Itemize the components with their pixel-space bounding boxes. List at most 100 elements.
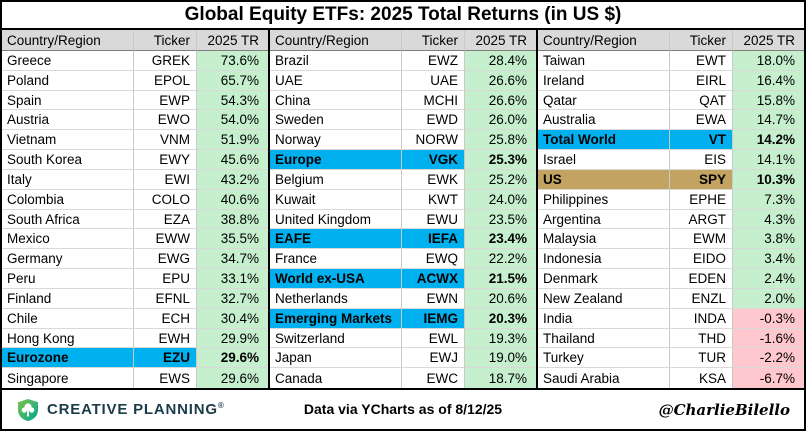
creative-planning-logo-text: CREATIVE PLANNING®	[47, 401, 225, 418]
column-header-ticker: Ticker	[133, 30, 196, 51]
return-cell: 3.8%	[732, 229, 804, 250]
table-row: Japan EWJ 19.0%	[270, 348, 536, 369]
country-cell: Kuwait	[270, 190, 401, 210]
ticker-cell: EWG	[133, 249, 196, 270]
country-cell: United Kingdom	[270, 210, 401, 230]
return-cell: 29.6%	[196, 348, 268, 369]
table-row: Ireland EIRL 16.4%	[538, 70, 804, 91]
country-cell: Europe	[270, 150, 401, 170]
table-row: Switzerland EWL 19.3%	[270, 328, 536, 349]
ticker-cell: EWZ	[401, 51, 464, 71]
return-cell: 25.3%	[464, 150, 536, 170]
return-cell: 19.0%	[464, 348, 536, 369]
table-row: Argentina ARGT 4.3%	[538, 209, 804, 230]
return-cell: 38.8%	[196, 209, 268, 230]
return-cell: 16.4%	[732, 70, 804, 91]
country-cell: Netherlands	[270, 289, 401, 309]
country-cell: Qatar	[538, 91, 669, 111]
return-cell: 20.6%	[464, 288, 536, 309]
country-cell: New Zealand	[538, 289, 669, 309]
country-cell: Israel	[538, 150, 669, 170]
country-cell: Japan	[270, 348, 401, 369]
table-row: Kuwait KWT 24.0%	[270, 189, 536, 210]
return-cell: -0.3%	[732, 308, 804, 329]
ticker-cell: EDEN	[669, 269, 732, 289]
table-row: Indonesia EIDO 3.4%	[538, 249, 804, 270]
creative-planning-logo: CREATIVE PLANNING®	[16, 398, 225, 422]
ticker-cell: EPHE	[669, 189, 732, 210]
country-cell: Australia	[538, 110, 669, 131]
country-cell: China	[270, 91, 401, 111]
ticker-cell: VT	[669, 130, 732, 151]
return-cell: 20.3%	[464, 308, 536, 329]
return-cell: 40.6%	[196, 189, 268, 210]
return-cell: 32.7%	[196, 288, 268, 309]
return-cell: 25.2%	[464, 169, 536, 190]
return-cell: 43.2%	[196, 169, 268, 190]
return-cell: 14.2%	[732, 130, 804, 151]
table-row: Canada EWC 18.7%	[270, 368, 536, 389]
table-row: Philippines EPHE 7.3%	[538, 189, 804, 210]
ticker-cell: KWT	[401, 189, 464, 210]
returns-table: Country/Region Ticker 2025 TR Greece GREK 73.…	[2, 30, 804, 389]
column-header-ticker: Ticker	[401, 30, 464, 51]
header-row: Country/Region Ticker 2025 TR	[270, 30, 536, 51]
table-row: Colombia COLO 40.6%	[2, 189, 268, 210]
ticker-cell: VNM	[133, 130, 196, 151]
return-cell: -6.7%	[732, 368, 804, 389]
country-cell: Thailand	[538, 329, 669, 349]
country-cell: Austria	[2, 110, 133, 131]
country-cell: Philippines	[538, 190, 669, 210]
country-cell: Saudi Arabia	[543, 370, 620, 386]
country-cell: World ex-USA	[270, 269, 401, 289]
return-cell: 18.0%	[732, 51, 804, 71]
ticker-cell: EIRL	[669, 70, 732, 91]
table-row: Europe VGK 25.3%	[270, 150, 536, 170]
table-row: Spain EWP 54.3%	[2, 90, 268, 111]
return-cell: 2.4%	[732, 269, 804, 289]
country-cell: Peru	[2, 269, 133, 289]
return-cell: 45.6%	[196, 150, 268, 170]
return-cell: 25.8%	[464, 130, 536, 151]
country-cell: Colombia	[2, 190, 133, 210]
table-row: World ex-USA ACWX 21.5%	[270, 269, 536, 289]
return-cell: 7.3%	[732, 189, 804, 210]
table-row: New Zealand ENZL 2.0%	[538, 288, 804, 309]
country-cell: Italy	[2, 170, 133, 190]
ticker-cell: ACWX	[401, 269, 464, 289]
ticker-cell: UAE	[401, 70, 464, 91]
country-cell: Taiwan	[538, 51, 669, 71]
return-cell: 54.0%	[196, 110, 268, 131]
ticker-cell: EWA	[669, 110, 732, 131]
column-header-country: Country/Region	[538, 30, 669, 51]
return-cell: 15.8%	[732, 90, 804, 111]
return-cell: 26.6%	[464, 70, 536, 91]
return-cell: 51.9%	[196, 130, 268, 151]
ticker-cell: ECH	[133, 308, 196, 329]
column-header-return: 2025 TR	[464, 30, 536, 51]
return-cell: 19.3%	[464, 328, 536, 349]
country-cell: Argentina	[538, 210, 669, 230]
table-row: United Kingdom EWU 23.5%	[270, 209, 536, 230]
country-cell: Eurozone	[2, 348, 133, 369]
table-row: Vietnam VNM 51.9%	[2, 130, 268, 151]
table-row: Finland EFNL 32.7%	[2, 288, 268, 309]
return-cell: 10.3%	[732, 169, 804, 190]
table-row: Hong Kong EWH 29.9%	[2, 328, 268, 349]
column-header-country: Country/Region	[2, 30, 133, 51]
country-cell: Belgium	[270, 170, 401, 190]
ticker-cell: EWJ	[401, 348, 464, 369]
country-cell: Germany	[2, 249, 133, 270]
return-cell: 28.4%	[464, 51, 536, 71]
country-cell: Hong Kong	[2, 329, 133, 349]
table-row: UAE UAE 26.6%	[270, 70, 536, 91]
ticker-cell: EWC	[401, 368, 464, 389]
ticker-cell: COLO	[133, 189, 196, 210]
return-cell: 26.0%	[464, 110, 536, 131]
creative-planning-logo-icon	[18, 398, 38, 421]
country-cell: Finland	[2, 289, 133, 309]
return-cell: 14.7%	[732, 110, 804, 131]
return-cell: -1.6%	[732, 328, 804, 349]
country-cell: Malaysia	[538, 229, 669, 250]
return-cell: 34.7%	[196, 249, 268, 270]
